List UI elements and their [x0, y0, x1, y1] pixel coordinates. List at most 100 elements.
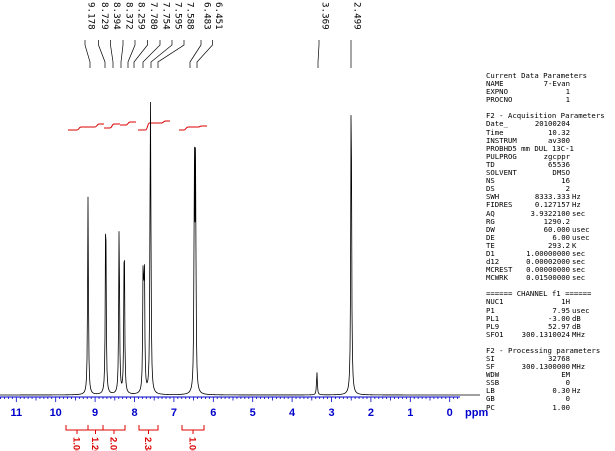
parameter-value: EM — [561, 370, 570, 380]
integral-bracket — [102, 425, 126, 431]
parameter-row: Date_ 20100204 — [486, 120, 594, 128]
peak-label: 7.588 — [184, 2, 195, 30]
parameter-unit — [570, 177, 594, 185]
parameter-unit — [570, 120, 594, 128]
parameter-row: D1 1.00000000 sec — [486, 249, 594, 258]
parameter-row: RG 1290.2 — [486, 216, 594, 226]
parameter-row: PL9 52.97 dB — [486, 321, 594, 331]
parameter-row: SWH 8333.333 Hz — [486, 193, 594, 201]
parameter-row: EXPNO 1 — [486, 88, 594, 96]
parameter-group-heading: F2 - Processing parameters — [486, 345, 601, 355]
parameter-unit: sec — [572, 265, 586, 275]
x-tick-label: 3 — [328, 407, 334, 419]
x-tick-label: 5 — [250, 407, 256, 419]
parameter-group: F2 - Processing parameters SI 32768 SF 300.1… — [486, 345, 601, 412]
parameter-key: PL1 — [486, 313, 500, 323]
integral-brackets: 1.00 1.26 2.07 2.38 1.00 — [65, 425, 205, 451]
parameter-value: 3.9322100 — [530, 208, 570, 218]
integral-curve — [104, 123, 120, 129]
parameter-unit: MHz — [572, 329, 586, 339]
parameter-unit — [570, 80, 594, 88]
parameter-unit: Hz — [572, 386, 581, 396]
x-tick-label: 4 — [289, 407, 296, 419]
parameter-value: 7-Evan — [543, 79, 570, 89]
parameter-key: MCWRK — [486, 273, 508, 283]
integral-label: 2.07 — [108, 437, 119, 451]
integral-curve — [157, 120, 170, 124]
parameter-row: NUC1 1H — [486, 298, 594, 306]
x-tick-label: 7 — [171, 407, 177, 419]
peak-label: 6.451 — [213, 2, 224, 30]
peak-label: 8.372 — [123, 2, 134, 30]
integral-bracket — [138, 425, 159, 431]
parameter-row: PROBHD 5 mm DUL 13C-1 — [486, 144, 594, 153]
parameter-unit: usec — [572, 305, 590, 315]
parameter-row: DS 2 — [486, 185, 594, 193]
parameter-key: PC — [486, 402, 495, 412]
parameter-value: 65536 — [548, 159, 570, 169]
parameter-row: MCREST 0.00000000 sec — [486, 266, 594, 274]
parameter-unit — [570, 88, 594, 96]
parameter-value: 1.00 — [552, 402, 570, 412]
parameter-row: INSTRUM av300 — [486, 136, 594, 145]
peak-connector — [196, 40, 213, 68]
peak-connector — [317, 40, 320, 68]
parameter-group: ====== CHANNEL f1 ====== NUC1 1H P1 7.95 usec… — [486, 290, 594, 339]
parameter-key: GB — [486, 394, 495, 404]
peak-labels: 9.178 8.729 8.394 8.372 8.259 7.780 7.754 7.595… — [85, 2, 362, 30]
peak-connector — [98, 40, 106, 68]
peak-connector — [127, 40, 136, 68]
parameter-row: SSB 0 — [486, 379, 594, 387]
peak-connector — [150, 40, 173, 68]
peak-connector — [120, 40, 124, 68]
parameter-key: AQ — [486, 208, 495, 218]
parameter-key: PROCNO — [486, 95, 513, 105]
parameter-row: NS 16 — [486, 177, 594, 185]
parameter-value: 32768 — [548, 354, 570, 363]
integral-label: 1.00 — [187, 437, 198, 451]
parameter-value: 300.1300000 — [521, 362, 570, 372]
parameter-value: 0.127157 — [534, 200, 570, 210]
integral-curve — [193, 125, 207, 128]
parameter-value: 1 — [565, 95, 570, 105]
parameter-unit: K — [572, 240, 577, 250]
parameter-row: NAME 7-Evan — [486, 79, 594, 89]
parameter-value: 52.97 — [548, 321, 570, 331]
parameter-key: PL9 — [486, 321, 500, 331]
parameter-unit — [574, 145, 598, 153]
peak-connector — [157, 40, 185, 68]
integral-label: 1.26 — [89, 437, 100, 451]
x-tick-label: 0 — [447, 407, 453, 419]
x-tick-label: 6 — [210, 407, 216, 419]
parameter-key: MCREST — [486, 265, 513, 275]
parameter-key: SFO1 — [486, 329, 504, 339]
x-axis-label: ppm — [465, 407, 488, 419]
parameter-value: -3.00 — [548, 313, 570, 323]
integral-curve — [90, 123, 104, 128]
parameter-value: 20100204 — [534, 119, 570, 129]
peak-connector — [189, 40, 202, 68]
parameter-key: EXPNO — [486, 87, 508, 97]
parameter-unit: usec — [572, 232, 590, 242]
parameter-unit — [570, 161, 594, 169]
peak-label: 8.394 — [111, 2, 122, 30]
parameter-value: DMSO — [552, 168, 570, 178]
parameter-key: NS — [486, 176, 495, 186]
parameter-value: 1290.2 — [543, 216, 570, 226]
parameter-unit: usec — [572, 224, 590, 234]
parameter-value: 300.1310024 — [521, 329, 570, 339]
parameter-key: SWH — [486, 192, 500, 202]
parameter-row: PC 1.00 — [486, 402, 594, 412]
parameter-key: DS — [486, 184, 495, 194]
parameter-row: Time 10.32 — [486, 128, 594, 137]
parameter-value: 0 — [565, 378, 570, 388]
integral-bracket — [65, 425, 89, 431]
parameter-row: SFO1 300.1310024 MHz — [486, 329, 594, 339]
integral-curves — [68, 120, 207, 131]
parameter-key: TD — [486, 159, 495, 169]
parameter-row: GB 0 — [486, 395, 594, 403]
parameter-unit: dB — [572, 321, 581, 331]
parameter-row: P1 7.95 usec — [486, 305, 594, 315]
parameter-unit: MHz — [572, 362, 586, 372]
parameter-value: 293.2 — [548, 240, 570, 250]
